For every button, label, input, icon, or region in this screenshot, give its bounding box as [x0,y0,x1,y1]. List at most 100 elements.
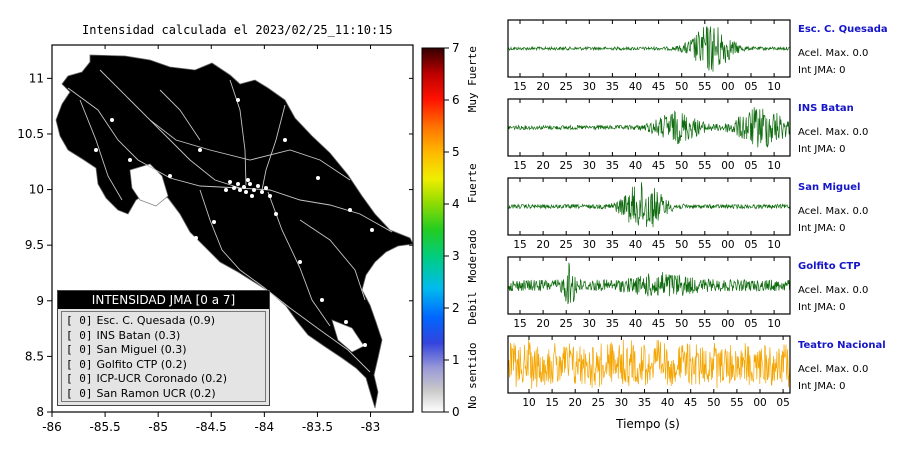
waveform-tick-label: 15 [513,81,526,93]
waveform-tick-label: 25 [560,239,573,251]
map-x-tick-label: -85 [148,420,168,434]
station-acel-max: Acel. Max. 0.0 [798,48,869,59]
waveform-tick-label: 50 [707,397,720,409]
waveform-tick-label: 05 [744,318,757,330]
legend-title: INTENSIDAD JMA [0 a 7] [58,291,269,309]
map-y-tick-label: 9.5 [25,238,44,252]
waveform-tick-label: 15 [513,160,526,172]
station-acel-max: Acel. Max. 0.0 [798,285,869,296]
map-x-tick-label: -85.5 [90,420,121,434]
waveform-tick-label: 05 [744,239,757,251]
station-name: Golfito CTP [798,261,861,272]
colorbar-category-label: Fuerte [466,163,479,203]
legend-row: [ 0] San Miguel (0.3) [66,343,265,358]
colorbar-tick-label: 3 [452,249,460,263]
colorbar-tick-label: 0 [452,405,460,419]
waveform-tick-label: 30 [583,239,596,251]
map-y-tick-label: 9 [36,294,44,308]
station-int-jma: Int JMA: 0 [798,65,846,76]
station-acel-max: Acel. Max. 0.0 [798,206,869,217]
station-info-block: Golfito CTP Acel. Max. 0.0 Int JMA: 0 [798,261,908,313]
costa-rica-land [55,54,413,409]
waveform-xlabel: Tiempo (s) [615,417,680,431]
waveform-tick-label: 05 [744,160,757,172]
legend-station: San Miguel (0.3) [96,343,187,356]
legend-level: [ 0] [66,314,93,327]
waveform-tick-label: 15 [513,318,526,330]
waveform-tick-label: 45 [652,81,665,93]
waveform-tick-label: 45 [684,397,697,409]
legend-level: [ 0] [66,328,93,342]
legend-level: [ 0] [66,372,93,385]
intensity-legend: INTENSIDAD JMA [0 a 7] [ 0] Esc. C. Quesa… [57,290,270,406]
waveform-tick-label: 35 [606,81,619,93]
station-int-jma: Int JMA: 0 [798,223,846,234]
map-x-tick-label: -86 [42,420,62,434]
legend-row: [ 0] San Ramon UCR (0.2) [66,387,265,402]
map-y-tick-label: 10.5 [17,127,44,141]
waveform-tick-label: 15 [513,239,526,251]
waveform-tick-label: 20 [569,397,582,409]
waveform-frame [507,177,791,236]
map-frame [51,44,414,413]
waveform-tick-label: 00 [721,318,734,330]
colorbar-tick-label: 6 [452,93,460,107]
map-x-tick-label: -83.5 [302,420,333,434]
waveform-panel: 15 20 25 30 35 40 45 50 55 00 05 10 [507,256,791,330]
waveform-tick-label: 50 [675,318,688,330]
waveform-tick-label: 00 [721,81,734,93]
station-info-block: Teatro Nacional Acel. Max. 0.0 Int JMA: 0 [798,340,908,392]
map-y-axis: 11 10.5 10 9.5 9 8.5 8 [17,71,413,419]
map-x-tick-label: -84.5 [196,420,227,434]
waveform-tick-label: 40 [629,239,642,251]
colorbar-gradient [421,47,445,413]
waveform-tick-label: 35 [606,239,619,251]
colorbar-tick-label: 2 [452,301,460,315]
map-x-tick-label: -83 [361,420,381,434]
station-info-block: San Miguel Acel. Max. 0.0 Int JMA: 0 [798,182,908,234]
waveform-tick-label: 40 [629,318,642,330]
station-info-block: Esc. C. Quesada Acel. Max. 0.0 Int JMA: 0 [798,24,908,76]
colorbar-category-label: No sentido [466,342,479,408]
map-y-tick-label: 10 [29,183,44,197]
waveform-tick-label: 45 [652,239,665,251]
colorbar-tick-label: 4 [452,197,460,211]
waveform-tick-label: 20 [536,239,549,251]
waveform-tick-label: 55 [698,239,711,251]
waveform-tick-label: 35 [606,318,619,330]
waveform-frame [507,19,791,78]
station-name: INS Batan [798,103,854,114]
legend-level: [ 0] [66,357,93,371]
waveform-tick-label: 30 [583,81,596,93]
waveform-panel: 15 20 25 30 35 40 45 50 55 00 05 10 [507,19,791,93]
colorbar-ticks: 0 1 2 3 4 5 6 7 [444,41,460,419]
station-name: Teatro Nacional [798,340,886,351]
legend-level: [ 0] [66,386,93,400]
map-title: Intensidad calculada el 2023/02/25_11:10… [82,23,393,37]
legend-station: ICP-UCR Coronado (0.2) [96,372,228,385]
waveform-tick-label: 25 [560,81,573,93]
waveform-tick-label: 05 [776,397,789,409]
waveform-tick-label: 05 [744,81,757,93]
station-name: Esc. C. Quesada [798,24,888,35]
station-acel-max: Acel. Max. 0.0 [798,364,869,375]
waveform-tick-label: 00 [721,160,734,172]
waveform-trace [507,339,791,389]
waveform-tick-label: 45 [652,160,665,172]
map-x-axis: -86 -85.5 -85 -84.5 -84 -83.5 -83 [42,45,380,434]
station-int-jma: Int JMA: 0 [798,381,846,392]
station-acel-max: Acel. Max. 0.0 [798,127,869,138]
waveform-tick-label: 25 [592,397,605,409]
legend-station: San Ramon UCR (0.2) [96,386,216,400]
waveform-tick-label: 55 [698,318,711,330]
waveform-tick-label: 35 [638,397,651,409]
station-info-block: INS Batan Acel. Max. 0.0 Int JMA: 0 [798,103,908,155]
legend-level: [ 0] [66,343,93,356]
waveform-tick-label: 00 [721,239,734,251]
waveform-tick-label: 40 [629,81,642,93]
waveform-tick-label: 30 [583,318,596,330]
waveform-frame [507,335,791,394]
waveform-tick-label: 40 [629,160,642,172]
waveform-frame [507,98,791,157]
legend-station: INS Batan (0.3) [96,328,181,342]
